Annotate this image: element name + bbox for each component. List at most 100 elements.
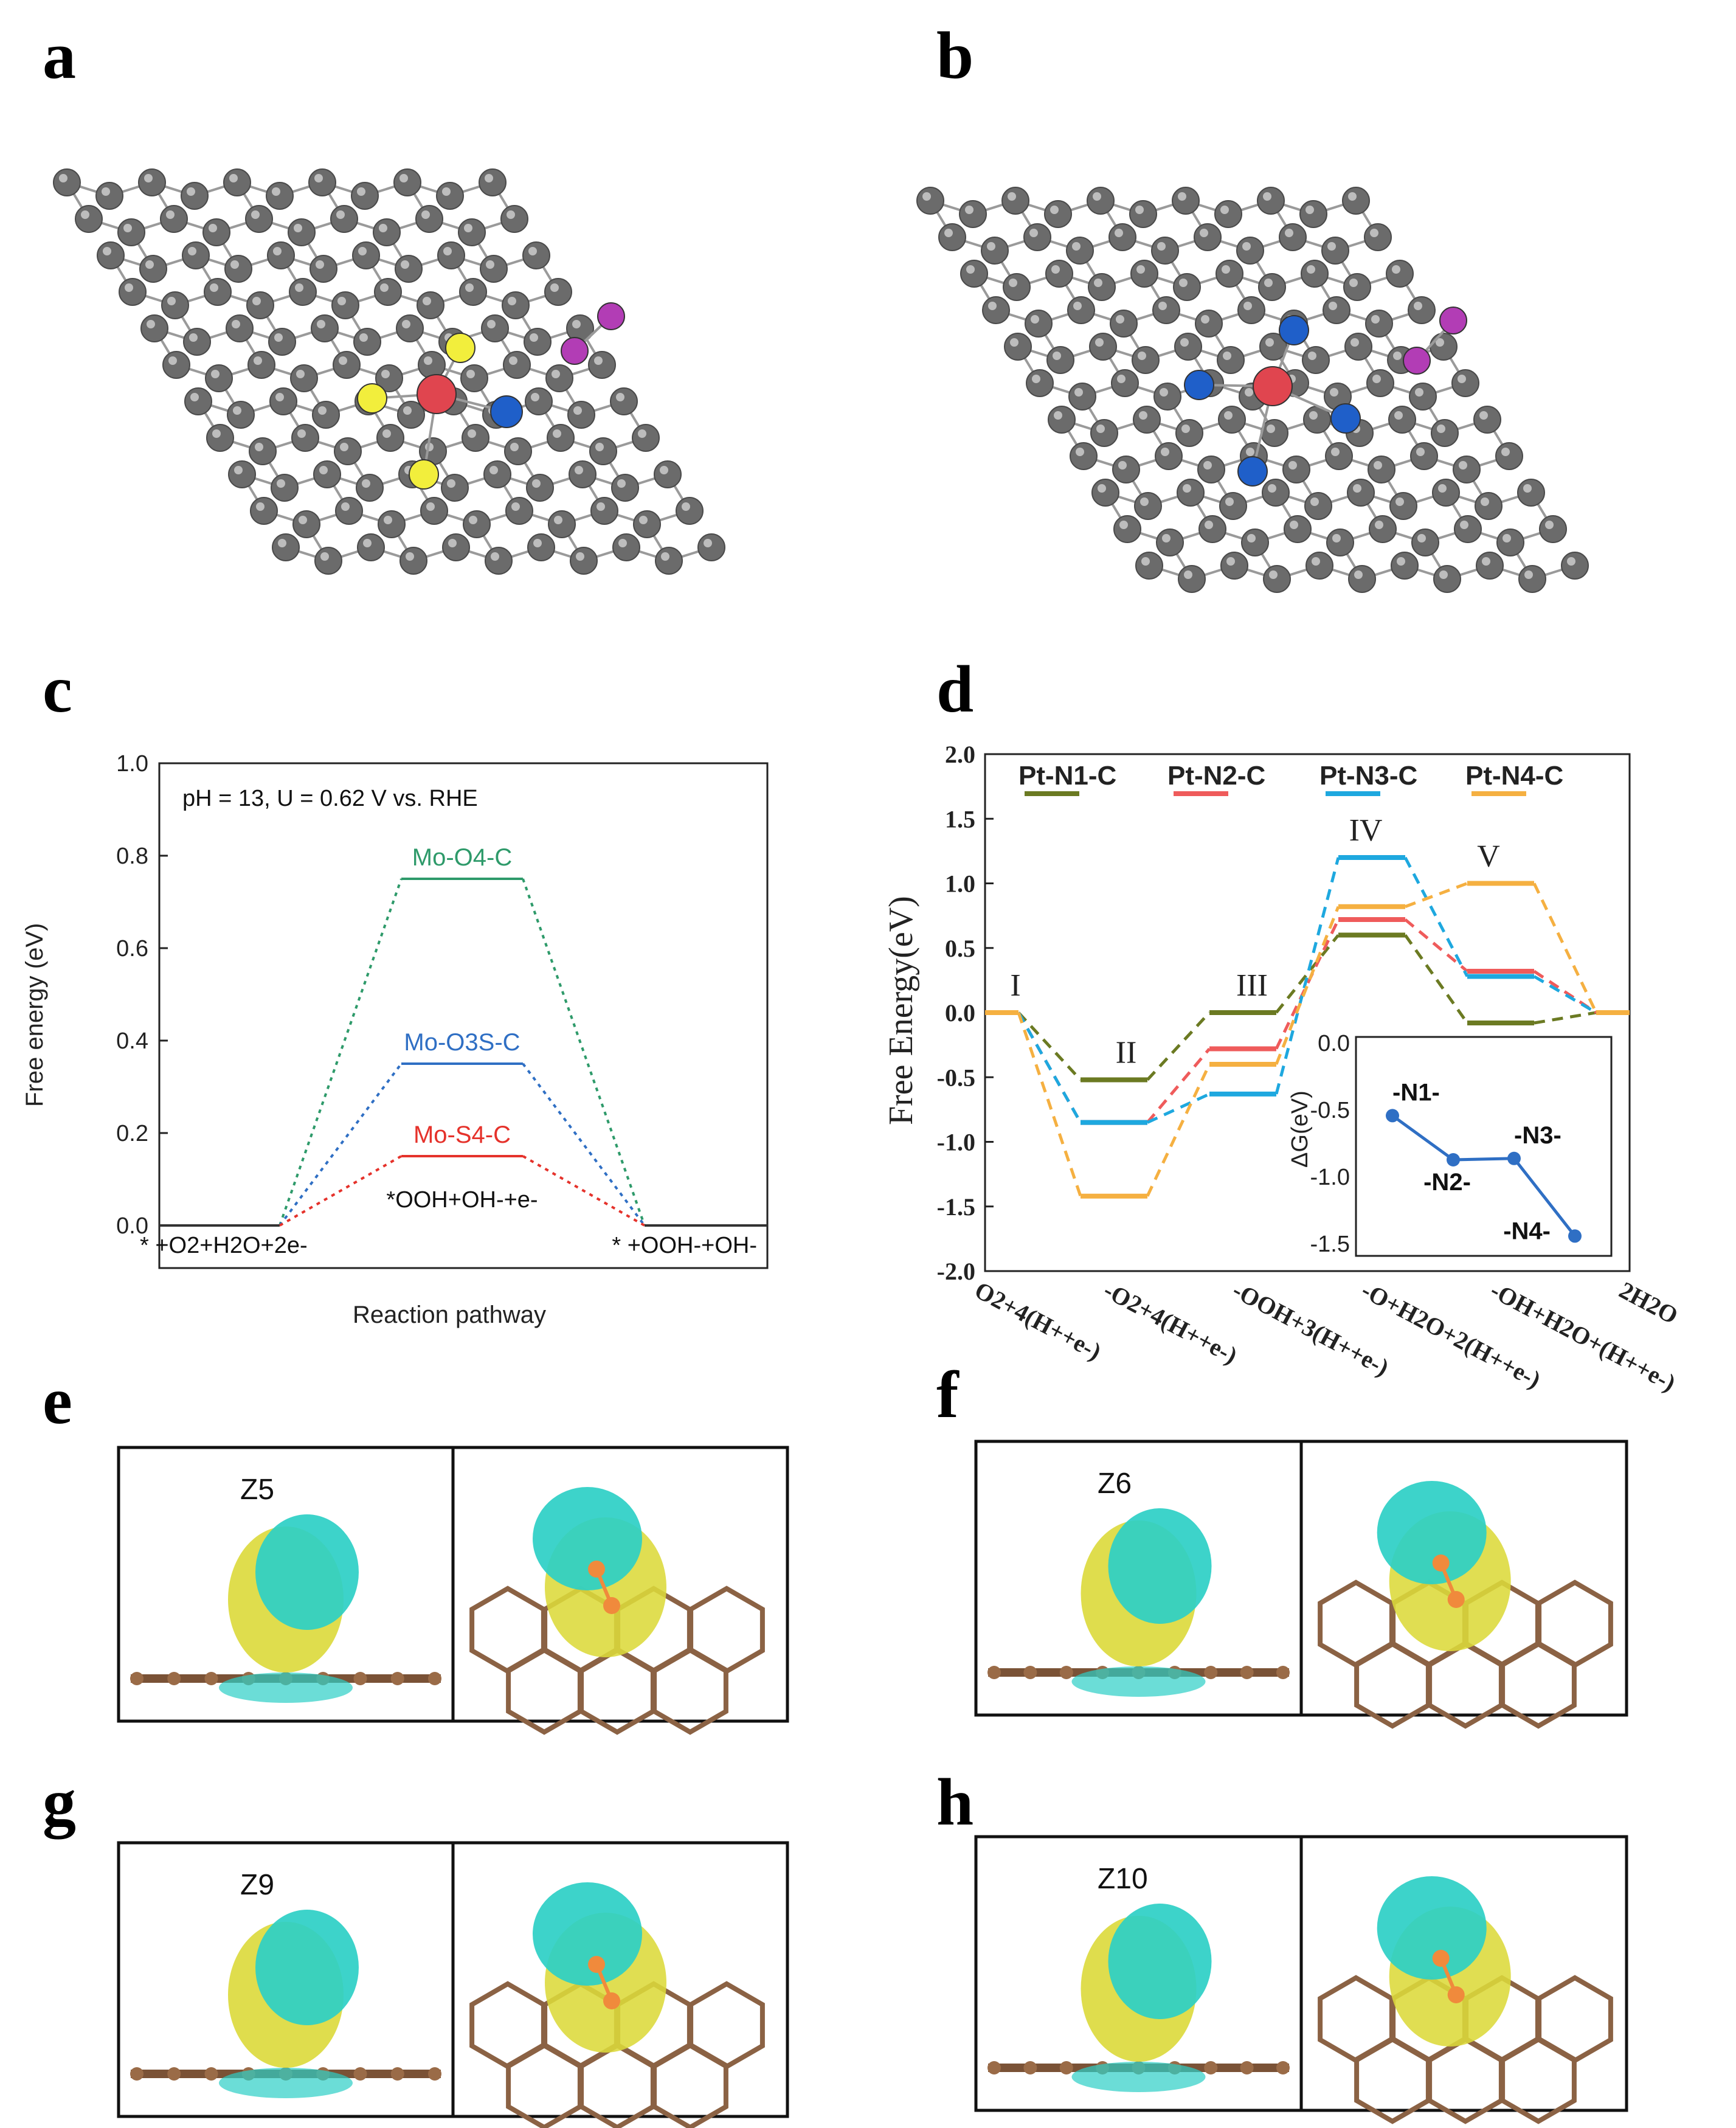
chart-d-connector-Pt-N3-C bbox=[1533, 975, 1597, 1014]
iso-side-view-atom bbox=[428, 1672, 441, 1685]
struct-b-carbon-atom bbox=[1257, 187, 1285, 215]
struct-a-atom-highlight bbox=[274, 333, 283, 342]
chart-d-connector-Pt-N1-C bbox=[1534, 1011, 1597, 1025]
struct-b-atom-highlight bbox=[1479, 411, 1488, 420]
struct-b-atom-highlight bbox=[1050, 206, 1059, 214]
struct-b-atom-highlight bbox=[1567, 557, 1575, 566]
struct-a-carbon-atom bbox=[288, 218, 316, 246]
struct-b-carbon-atom bbox=[1067, 296, 1095, 324]
struct-a-atom-highlight bbox=[402, 320, 410, 328]
iso-panel-f-title: Z6 bbox=[1098, 1468, 1132, 1500]
struct-a-carbon-atom bbox=[527, 533, 555, 561]
struct-a-carbon-atom bbox=[272, 533, 300, 561]
chart-d-ytick-label: -1.5 bbox=[937, 1193, 975, 1221]
struct-a-carbon-atom bbox=[373, 218, 401, 246]
struct-b-carbon-atom bbox=[1151, 237, 1179, 265]
panel-label-a: a bbox=[43, 18, 76, 92]
struct-a-carbon-atom bbox=[202, 218, 230, 246]
struct-b-carbon-atom bbox=[1132, 346, 1160, 374]
struct-b-atom-highlight bbox=[1371, 315, 1380, 324]
struct-a-carbon-atom bbox=[245, 205, 273, 233]
struct-b-atom-highlight bbox=[1072, 242, 1081, 251]
struct-a-atom-highlight bbox=[363, 539, 372, 547]
struct-a-nitrogen-atom bbox=[490, 395, 523, 428]
struct-b-carbon-atom bbox=[1089, 333, 1117, 361]
chart-c-ytick-label: 1.0 bbox=[116, 751, 148, 777]
iso-top-view-ring bbox=[652, 1646, 728, 1735]
struct-b-atom-highlight bbox=[1372, 375, 1381, 383]
struct-a-carbon-atom bbox=[308, 168, 336, 196]
struct-b-carbon-atom bbox=[1389, 492, 1417, 520]
struct-a-atom-highlight bbox=[442, 187, 451, 196]
struct-a-carbon-atom bbox=[393, 168, 421, 196]
chart-d-xtick-label: -O2+4(H++e-) bbox=[1099, 1276, 1242, 1369]
struct-a-carbon-atom bbox=[223, 168, 251, 196]
struct-b-atom-highlight bbox=[1414, 302, 1422, 310]
struct-b-atom-highlight bbox=[1503, 534, 1511, 542]
struct-a-atom-highlight bbox=[209, 224, 217, 232]
panel-label-c: c bbox=[43, 652, 72, 726]
struct-a-atom-highlight bbox=[318, 406, 327, 415]
struct-a-carbon-atom bbox=[247, 351, 275, 379]
chart-d-ylabel: Free Energy(eV) bbox=[882, 896, 920, 1125]
iso-side-view-atom bbox=[390, 1672, 404, 1685]
struct-b-carbon-atom bbox=[1302, 346, 1330, 374]
struct-b-carbon-atom bbox=[1088, 273, 1116, 301]
chart-d-inset-point bbox=[1386, 1109, 1399, 1123]
struct-b-atom-highlight bbox=[1353, 484, 1361, 493]
struct-a-atom-highlight bbox=[704, 539, 712, 547]
struct-b-carbon-atom bbox=[1364, 223, 1392, 251]
chart-d-connector-Pt-N1-C bbox=[1403, 934, 1469, 1024]
struct-b-carbon-atom bbox=[1454, 515, 1482, 543]
struct-b-atom-highlight bbox=[1096, 425, 1105, 433]
struct-b-atom-highlight bbox=[1395, 497, 1404, 506]
struct-a-atom-highlight bbox=[594, 356, 603, 365]
chart-d-connector-Pt-N2-C bbox=[1404, 918, 1468, 972]
chart-c-ytick-label: 0.0 bbox=[116, 1213, 148, 1239]
struct-b-carbon-atom bbox=[1152, 296, 1180, 324]
chart-d-legend-label: Pt-N3-C bbox=[1319, 761, 1417, 791]
struct-a-carbon-atom bbox=[352, 241, 380, 269]
iso-side-view-atom bbox=[1240, 1666, 1254, 1679]
struct-b-atom-highlight bbox=[1436, 338, 1444, 347]
struct-a-carbon-atom bbox=[160, 205, 188, 233]
struct-b-carbon-atom bbox=[1342, 187, 1370, 215]
chart-d-connector-Pt-N4-C bbox=[1017, 1012, 1082, 1197]
struct-b-atom-highlight bbox=[1160, 388, 1168, 397]
struct-b-atom-highlight bbox=[1073, 302, 1082, 310]
struct-a-atom-highlight bbox=[229, 174, 238, 182]
struct-b-carbon-atom bbox=[1108, 223, 1136, 251]
struct-a-atom-highlight bbox=[424, 356, 432, 365]
struct-a-carbon-atom bbox=[589, 437, 617, 465]
chart-d-connector-Pt-N1-C bbox=[1275, 934, 1340, 1014]
struct-b-atom-highlight bbox=[1008, 192, 1016, 201]
struct-a-atom-highlight bbox=[528, 247, 537, 255]
struct-b-atom-highlight bbox=[1309, 411, 1318, 420]
chart-c-xlabel: Reaction pathway bbox=[353, 1301, 546, 1328]
struct-a-atom-highlight bbox=[252, 297, 261, 305]
struct-b-carbon-atom bbox=[1411, 529, 1439, 556]
chart-d-inset-label: -N1- bbox=[1392, 1079, 1440, 1106]
struct-a-carbon-atom bbox=[183, 328, 211, 356]
struct-b-carbon-atom bbox=[1305, 552, 1333, 580]
struct-a-carbon-atom bbox=[271, 474, 299, 502]
struct-a-carbon-atom bbox=[181, 182, 209, 210]
struct-b-atom-highlight bbox=[1332, 534, 1341, 542]
iso-top-view-ring bbox=[1500, 2036, 1577, 2124]
chart-c-ytick-label: 0.6 bbox=[116, 936, 148, 962]
struct-a-carbon-atom bbox=[162, 351, 190, 379]
struct-a-atom-highlight bbox=[145, 260, 154, 269]
struct-b-carbon-atom bbox=[1366, 369, 1394, 397]
struct-b-atom-highlight bbox=[1354, 570, 1363, 579]
struct-a-atom-highlight bbox=[125, 283, 133, 292]
chart-c-connector-Mo-S4-C bbox=[279, 1155, 402, 1227]
struct-b-carbon-atom bbox=[1048, 406, 1076, 434]
struct-b-carbon-atom bbox=[1323, 296, 1350, 324]
struct-b-atom-highlight bbox=[1417, 534, 1426, 542]
struct-b-atom-highlight bbox=[1158, 302, 1167, 310]
struct-b-atom-highlight bbox=[1183, 484, 1191, 493]
struct-b-atom-highlight bbox=[1307, 265, 1315, 274]
iso-side-view-atom bbox=[987, 1666, 1001, 1679]
struct-b-carbon-atom bbox=[1561, 552, 1589, 580]
panel-label-d: d bbox=[936, 652, 973, 726]
